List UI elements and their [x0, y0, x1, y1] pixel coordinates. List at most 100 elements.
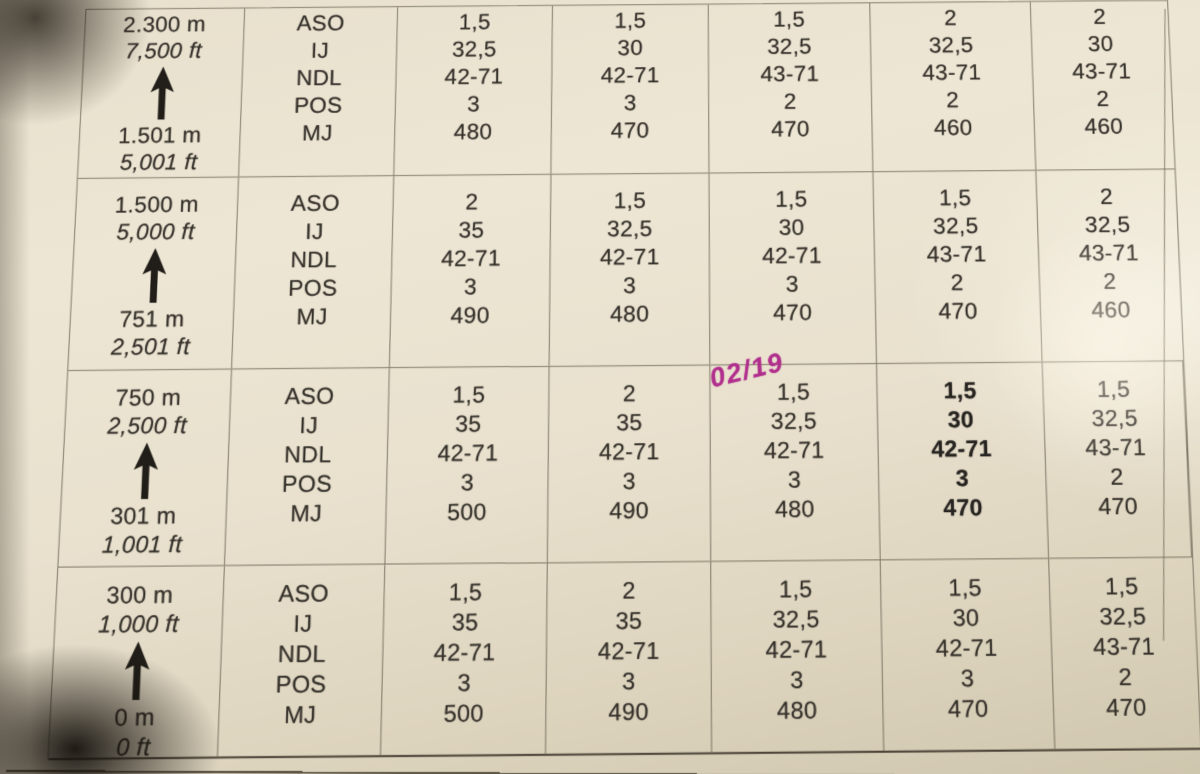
value: 470	[710, 298, 875, 328]
value: 460	[872, 113, 1034, 142]
parameter-label: NDL	[228, 439, 387, 470]
value: 35	[549, 407, 710, 438]
parameter-labels-cell: ASO IJ NDL POS MJ	[218, 565, 385, 757]
value: 42-71	[878, 434, 1045, 465]
value: 2	[1046, 462, 1188, 493]
value: 3	[552, 88, 708, 117]
parameter-label: ASO	[223, 578, 384, 609]
up-arrow-icon	[131, 442, 160, 499]
value: 490	[546, 696, 711, 728]
value: 470	[879, 492, 1046, 523]
value-cell: 1,5 32,5 43-71 2 470	[709, 3, 874, 172]
value: 2	[872, 86, 1034, 115]
value: 32,5	[1038, 210, 1178, 239]
value-cell: 1,5 35 42-71 3 500	[381, 563, 548, 755]
value: 1,5	[881, 572, 1050, 603]
value: 42-71	[547, 635, 711, 667]
parameter-label: MJ	[240, 119, 394, 148]
altitude-band-row: 1.500 m 5,000 ft 751 m 2,501 ft ASO IJ NDL…	[68, 170, 1183, 371]
value: 43-71	[1052, 631, 1197, 663]
value: 42-71	[552, 61, 708, 90]
value: 32,5	[711, 406, 878, 437]
altitude-top-ft: 1,000 ft	[55, 608, 223, 639]
value-cell: 1,5 35 42-71 3 500	[385, 367, 549, 564]
altitude-top-m: 300 m	[56, 580, 223, 610]
value: 3	[547, 666, 711, 698]
value: 42-71	[549, 437, 710, 468]
altitude-top-m: 1.500 m	[76, 190, 238, 218]
value: 3	[712, 664, 882, 696]
parameter-label: NDL	[236, 245, 392, 275]
value: 43-71	[709, 60, 871, 89]
value-cell: 2 35 42-71 3 490	[390, 175, 552, 367]
value: 1,5	[710, 185, 874, 214]
value: 32,5	[711, 604, 881, 636]
value: 470	[709, 115, 872, 144]
value: 35	[393, 215, 550, 245]
value: 42-71	[711, 435, 878, 466]
value: 1,5	[711, 574, 880, 605]
value: 1,5	[1050, 571, 1195, 602]
value: 1,5	[877, 375, 1043, 405]
value: 30	[1032, 30, 1170, 58]
value: 470	[883, 693, 1053, 725]
up-arrow-icon	[148, 66, 176, 119]
value: 480	[712, 695, 883, 727]
value: 2	[709, 87, 871, 116]
value: 3	[711, 464, 879, 495]
value-cell: 1,5 32,5 42-71 3 480	[394, 6, 553, 175]
value-cell: 1,5 30 42-71 3 470	[551, 5, 709, 174]
parameter-labels-cell: ASO IJ NDL POS MJ	[225, 368, 390, 565]
value: 32,5	[1051, 601, 1196, 632]
value: 2	[1053, 661, 1199, 693]
value-cell: 1,5 32,5 42-71 3 480	[550, 173, 711, 365]
value: 480	[395, 117, 551, 146]
parameter-label: ASO	[238, 189, 393, 218]
altitude-top-m: 750 m	[66, 383, 230, 412]
value: 35	[547, 605, 710, 637]
value: 3	[710, 269, 875, 299]
value-cell: 2 32,5 43-71 2 460	[1036, 170, 1183, 362]
value: 42-71	[882, 632, 1051, 664]
value-cell: 1,5 32,5 43-71 2 470	[1049, 558, 1200, 749]
value: 43-71	[875, 239, 1039, 269]
value: 42-71	[383, 637, 546, 669]
altitude-top-ft: 2,500 ft	[65, 411, 230, 441]
parameter-label: IJ	[222, 608, 383, 640]
value: 500	[386, 497, 547, 528]
value: 2	[1037, 182, 1177, 211]
value: 3	[550, 271, 709, 301]
value: 1,5	[384, 577, 546, 608]
parameter-label: MJ	[233, 302, 390, 332]
value: 3	[883, 663, 1053, 695]
parameter-label: POS	[234, 273, 391, 303]
parameter-label: MJ	[219, 699, 381, 731]
value-cell: 1,5 32,5 43-71 2 470	[873, 171, 1042, 363]
parameter-label: NDL	[221, 638, 383, 670]
value: 480	[711, 494, 879, 525]
value-cell: 1,5 32,5 43-71 2 470	[1043, 361, 1192, 557]
photo-shadow-top-left	[0, 0, 150, 125]
value: 42-71	[392, 244, 550, 274]
altitude-bottom-m: 1.501 m	[79, 121, 240, 149]
value: 42-71	[710, 241, 874, 271]
value: 3	[548, 466, 709, 497]
value: 1,5	[553, 6, 708, 35]
photo-shadow-bottom-left	[0, 644, 220, 774]
photographed-altitude-table-page: 2.300 m 7,500 ft 1.501 m 5,001 ft ASO IJ N…	[0, 0, 1200, 774]
parameter-label: MJ	[226, 498, 386, 529]
value: 42-71	[550, 242, 708, 272]
value: 3	[879, 463, 1046, 494]
parameter-labels-cell: ASO IJ NDL POS MJ	[232, 176, 394, 368]
value: 3	[396, 90, 552, 119]
value: 1,5	[551, 186, 709, 215]
parameter-label: ASO	[231, 381, 389, 411]
value: 3	[387, 467, 548, 498]
value: 2	[1034, 84, 1173, 113]
altitude-band-row: 300 m 1,000 ft 0 m 0 ft ASOIJNDLPOSMJ 1,…	[49, 558, 1200, 761]
parameter-labels-cell: ASO IJ NDL POS MJ	[239, 7, 398, 176]
value: 43-71	[1045, 432, 1187, 463]
up-arrow-icon	[140, 248, 168, 303]
value-cell: 1,5 30 42-71 3 470	[881, 559, 1056, 751]
value: 470	[876, 296, 1041, 326]
